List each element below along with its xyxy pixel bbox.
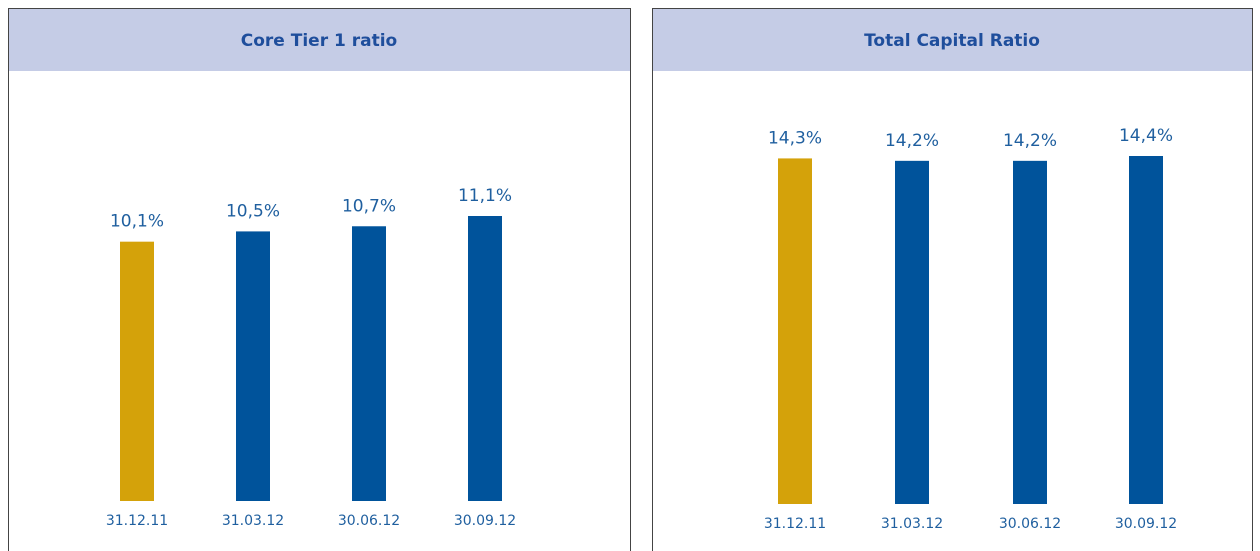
category-label: 31.03.12: [881, 516, 943, 532]
value-label: 11,1%: [458, 186, 512, 206]
panel-header: [653, 9, 1252, 71]
value-label: 14,3%: [768, 128, 822, 148]
panel: [8, 8, 631, 551]
value-label: 14,2%: [1003, 131, 1057, 151]
category-label: 31.12.11: [764, 516, 826, 532]
bar: [1129, 156, 1163, 504]
category-label: 31.03.12: [222, 513, 284, 529]
category-label: 30.06.12: [999, 516, 1061, 532]
category-label: 31.12.11: [106, 513, 168, 529]
bar: [236, 231, 270, 502]
category-label: 30.06.12: [338, 513, 400, 529]
category-label: 30.09.12: [1115, 516, 1177, 532]
bar: [1013, 160, 1047, 505]
category-label: 30.09.12: [454, 513, 516, 529]
chart-title: Core Tier 1 ratio: [241, 31, 397, 51]
bar: [778, 158, 812, 504]
bar: [895, 160, 929, 505]
bar: [352, 226, 386, 501]
value-label: 10,7%: [342, 196, 396, 216]
value-label: 14,4%: [1119, 126, 1173, 146]
value-label: 14,2%: [885, 131, 939, 151]
value-label: 10,5%: [226, 201, 280, 221]
chart-title: Total Capital Ratio: [864, 31, 1040, 51]
panel-header: [9, 9, 630, 71]
value-label: 10,1%: [110, 212, 164, 232]
bar: [468, 216, 502, 501]
bar: [120, 241, 154, 502]
